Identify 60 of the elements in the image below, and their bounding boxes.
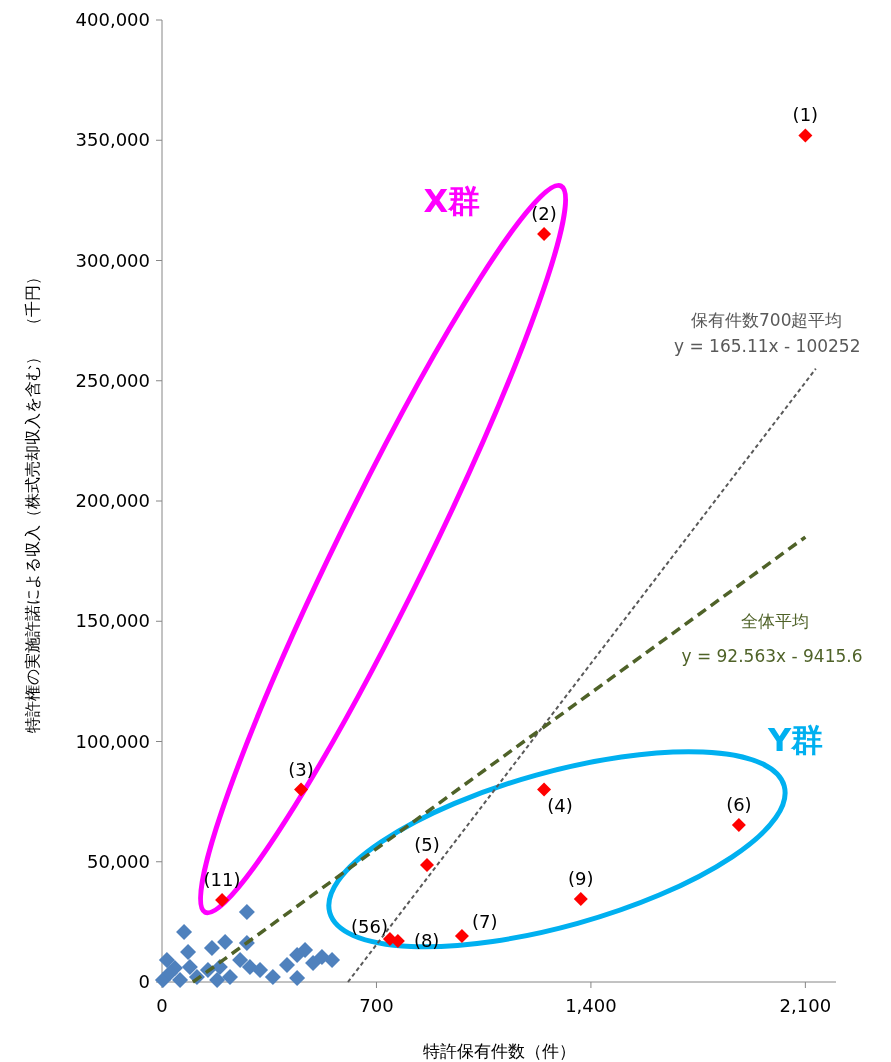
annotation: y = 165.11x - 100252 — [674, 335, 861, 356]
y-tick-label: 50,000 — [87, 850, 150, 872]
annotation: (9) — [568, 868, 594, 890]
point — [180, 943, 197, 960]
y-tick-label: 300,000 — [75, 249, 150, 271]
point — [798, 128, 813, 143]
point — [158, 952, 175, 969]
point — [731, 817, 746, 832]
y-tick-label: 400,000 — [75, 9, 150, 30]
annotation: (7) — [471, 911, 498, 933]
x-axis-title: 特許保有件数（件） — [422, 1041, 576, 1061]
point — [232, 952, 249, 969]
y-tick-label: 200,000 — [75, 490, 150, 511]
point — [294, 782, 309, 797]
y-tick-label: 100,000 — [75, 730, 150, 752]
x-tick-label: 700 — [359, 995, 394, 1016]
point — [172, 972, 189, 989]
y-tick-label: 250,000 — [75, 369, 150, 391]
point — [573, 892, 588, 907]
y-axis-title: 特許権の実施許諾による収入（株式売却収入を含む） （千円） — [23, 269, 42, 733]
point — [217, 934, 234, 951]
point — [454, 929, 469, 944]
point — [313, 948, 330, 965]
point — [222, 968, 239, 985]
annotation: (6) — [726, 793, 752, 815]
series-label: 全体平均 — [741, 611, 810, 632]
annotation: (11) — [203, 868, 241, 890]
point — [161, 965, 178, 982]
point — [241, 959, 258, 976]
point — [279, 956, 295, 973]
point — [181, 959, 198, 976]
annotation: y = 92.563x - 9415.6 — [681, 645, 863, 666]
point — [324, 952, 341, 969]
annotation: (3) — [288, 758, 314, 780]
y-tick-label: 350,000 — [75, 129, 150, 151]
x-tick-label: 0 — [156, 995, 168, 1016]
annotation: (2) — [531, 203, 557, 225]
y-tick-label: 0 — [138, 971, 150, 992]
annotation: X群 — [423, 182, 481, 221]
point — [264, 968, 281, 985]
point — [176, 923, 193, 940]
point — [537, 227, 552, 242]
annotation: (1) — [792, 104, 819, 126]
point — [252, 961, 269, 978]
point — [297, 942, 314, 959]
point — [420, 858, 434, 873]
point — [215, 892, 230, 907]
annotation: Y群 — [766, 721, 824, 760]
point — [537, 782, 552, 797]
x-tick-label: 1,400 — [565, 995, 617, 1016]
point — [238, 904, 255, 921]
y-tick-label: 150,000 — [75, 610, 150, 632]
annotation: (4) — [547, 794, 573, 816]
point — [289, 969, 306, 986]
annotation: (5) — [414, 834, 440, 856]
text: 保有件数700超平均 — [691, 309, 843, 330]
x-tick-label: 2,100 — [779, 995, 832, 1016]
point — [209, 972, 226, 989]
point — [203, 940, 220, 957]
annotation: (56) — [350, 915, 388, 937]
